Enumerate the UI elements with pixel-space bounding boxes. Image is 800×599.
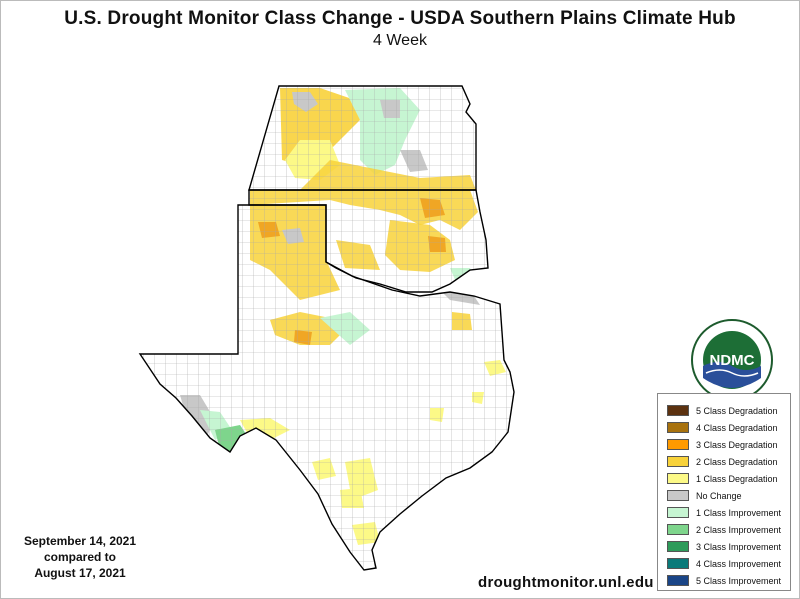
ndmc-logo: NDMC [691,319,773,401]
legend-item: No Change [667,487,784,504]
legend-label: 4 Class Degradation [696,422,778,433]
legend-item: 3 Class Degradation [667,436,784,453]
legend-swatch [667,541,689,552]
legend-label: 5 Class Improvement [696,575,782,586]
legend-label: 5 Class Degradation [696,405,778,416]
legend-label: 1 Class Degradation [696,473,778,484]
legend-swatch [667,422,689,433]
legend-swatch [667,439,689,450]
map-title: U.S. Drought Monitor Class Change - USDA… [64,8,736,29]
map-subtitle: 4 Week [373,32,427,49]
legend-swatch [667,575,689,586]
legend-label: 1 Class Improvement [696,507,782,518]
drought-change-areas [140,86,514,570]
legend-label: 2 Class Degradation [696,456,778,467]
legend-label: 3 Class Improvement [696,541,782,552]
legend-swatch [667,558,689,569]
previous-date: August 17, 2021 [34,566,126,580]
legend-swatch [667,405,689,416]
compared-to-label: compared to [43,550,116,564]
legend-item: 2 Class Degradation [667,453,784,470]
legend-label: 3 Class Degradation [696,439,778,450]
legend-label: 4 Class Improvement [696,558,782,569]
legend-swatch [667,490,689,501]
logo-text: NDMC [710,352,755,369]
legend-item: 1 Class Improvement [667,504,784,521]
legend-item: 5 Class Degradation [667,402,784,419]
legend-item: 1 Class Degradation [667,470,784,487]
legend-item: 2 Class Improvement [667,521,784,538]
legend-label: No Change [696,490,742,501]
date-range: September 14, 2021 compared to August 17… [12,533,148,581]
legend-item: 4 Class Improvement [667,555,784,572]
legend: 5 Class Degradation 4 Class Degradation 3 … [657,393,791,591]
legend-label: 2 Class Improvement [696,524,782,535]
legend-swatch [667,524,689,535]
legend-item: 3 Class Improvement [667,538,784,555]
legend-item: 5 Class Improvement [667,572,784,589]
legend-swatch [667,507,689,518]
legend-swatch [667,456,689,467]
texas-outline [138,204,515,571]
legend-item: 4 Class Degradation [667,419,784,436]
website-link[interactable]: droughtmonitor.unl.edu [478,574,654,591]
legend-swatch [667,473,689,484]
current-date: September 14, 2021 [23,534,137,548]
